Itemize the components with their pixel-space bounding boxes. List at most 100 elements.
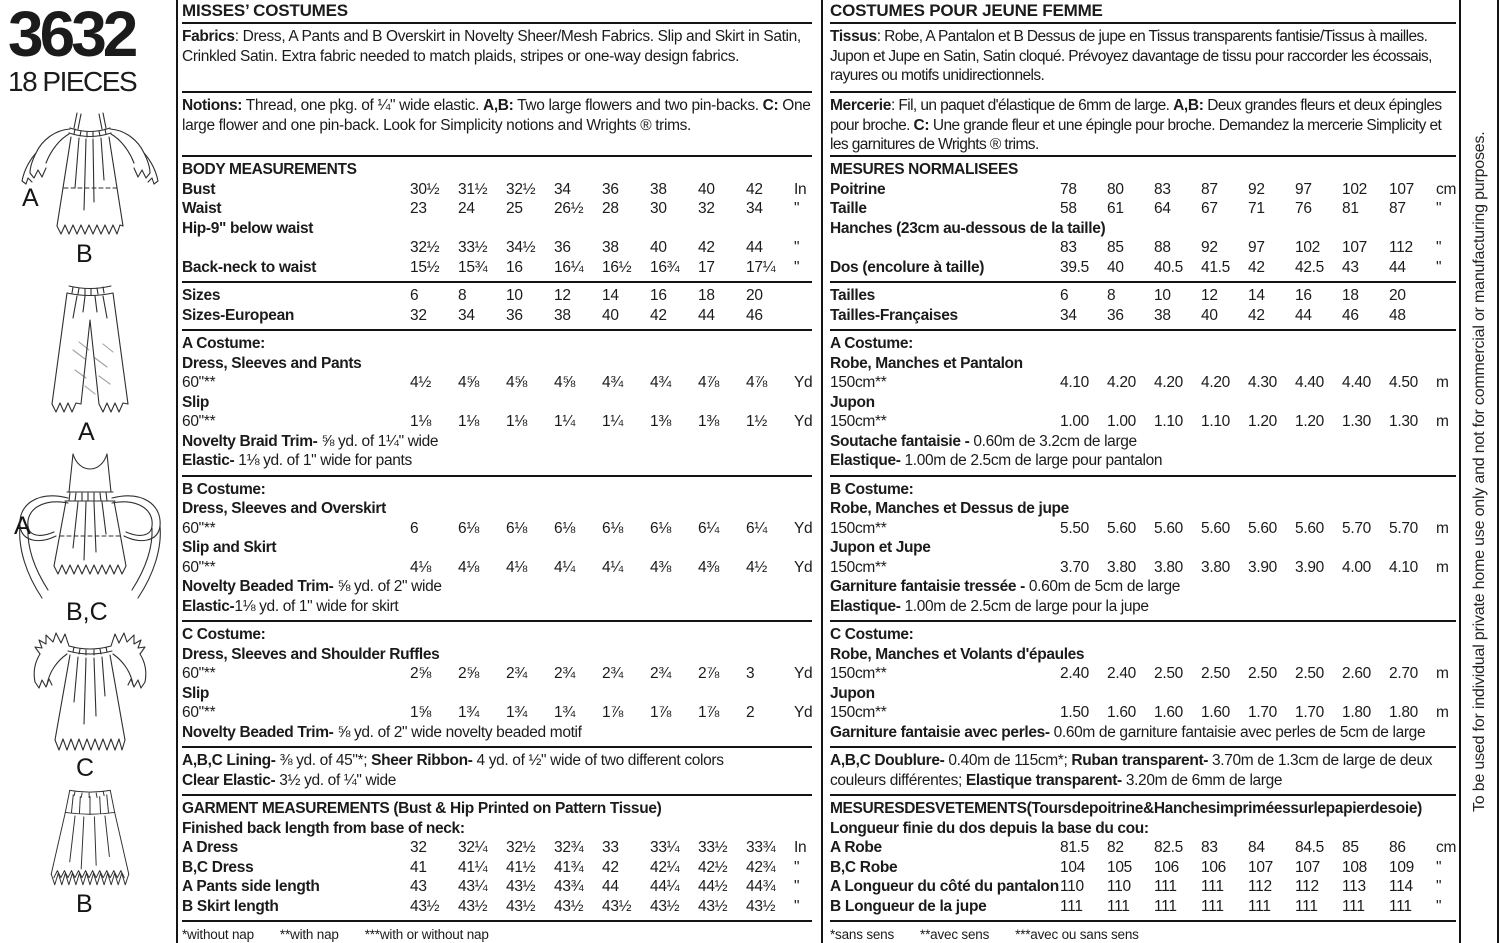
value-cell: 43½ <box>650 897 680 915</box>
value-cell: 40.5 <box>1154 258 1183 276</box>
value-cell: 3.80 <box>1201 558 1230 576</box>
text: 0.40m de 115cm*; <box>944 752 1072 769</box>
value-cell: 87 <box>1389 200 1406 217</box>
bold-text: Elastic- <box>182 597 235 615</box>
value-cell: 6 <box>410 287 419 304</box>
side-note-divider <box>1459 0 1461 943</box>
value-cell: 1⅞ <box>698 704 719 721</box>
table-row: B Skirt length 43½ 43½ 43½ 43½ 43½ 43½ 43½ 43½ " <box>182 897 812 917</box>
value-cell: 2.40 <box>1107 665 1136 682</box>
text: Jupon et Jupe en Satin, Satin cloqué. Pr… <box>830 47 1432 65</box>
bold-text: A Costume: <box>830 335 913 352</box>
text: couleurs différentes; <box>830 771 966 789</box>
unit-cell: cm <box>1436 839 1456 856</box>
bold-text: Elastique transparent- <box>965 771 1122 789</box>
value-cell: 30½ <box>410 180 440 198</box>
table-row: Dos (encolure à taille) 39.5 40 40.5 41.5 42 4… <box>830 258 1456 278</box>
sketch-label-b: B <box>76 239 93 268</box>
value-cell: 36 <box>602 180 619 198</box>
value-cell: 41½ <box>506 858 536 876</box>
footnote-item: *sans sens <box>830 927 895 942</box>
unit-cell: Yd <box>794 519 812 537</box>
value-cell: 42 <box>698 239 715 256</box>
unit-cell: Yd <box>794 704 812 721</box>
bold-text: Elastique- <box>830 452 901 469</box>
text-line: A Costume: <box>182 334 812 354</box>
value-cell: 4⅜ <box>650 558 671 576</box>
value-cell: 2⅞ <box>698 665 719 682</box>
unit-cell: " <box>794 858 800 876</box>
value-cell: 1.30 <box>1342 413 1371 430</box>
value-cell: 2⅝ <box>458 665 479 682</box>
value-cell: 14 <box>602 287 619 304</box>
value-cell: 67 <box>1201 200 1218 217</box>
value-cell: 102 <box>1295 239 1320 256</box>
text-line: Tissus: Robe, A Pantalon et B Dessus de … <box>830 27 1456 47</box>
value-cell: 16½ <box>602 258 632 276</box>
bold-text: MESURES NORMALISEES <box>830 161 1018 178</box>
text-line: Soutache fantaisie - 0.60m de 3.2cm de l… <box>830 432 1456 452</box>
bold-text: Novelty Braid Trim- <box>182 432 318 450</box>
value-cell: 28 <box>602 200 619 217</box>
c-costume-fr: C Costume: Robe, Manches et Volants d'épa… <box>830 620 1456 746</box>
bold-text: Novelty Beaded Trim- <box>182 578 334 595</box>
value-cell: 38 <box>1154 306 1171 324</box>
table-row: Sizes-European 32 34 36 38 40 42 44 46 <box>182 306 812 326</box>
value-cell: 1¾ <box>458 704 479 721</box>
row-label <box>830 238 1060 258</box>
value-cell: 6⅛ <box>650 519 671 537</box>
sketch-label-a: A <box>22 183 39 212</box>
value-cell: 3 <box>746 665 755 682</box>
text-line: rayures ou motifs unidirectionnels. <box>830 66 1456 86</box>
value-cell: 40 <box>602 306 619 324</box>
value-cell: 1.20 <box>1295 413 1324 430</box>
bold-text: Jupon <box>830 684 875 702</box>
unit-cell: m <box>1436 704 1449 721</box>
value-cell: 112 <box>1389 239 1413 256</box>
value-cell: 18 <box>1342 287 1359 304</box>
value-cell: 6¼ <box>746 519 767 537</box>
unit-cell: " <box>1436 200 1442 217</box>
bold-text: Longueur finie du dos depuis la base du … <box>830 819 1149 837</box>
value-cell: 110 <box>1107 878 1131 895</box>
unit-cell: Yd <box>794 374 812 391</box>
value-cell: 43½ <box>554 897 584 915</box>
dress-ab-drawing <box>21 112 159 235</box>
bold-text: Hip-9" below waist <box>182 219 314 237</box>
pieces-count: 18 PIECES <box>8 65 138 97</box>
value-cell: 2.60 <box>1342 665 1371 682</box>
footnote-item: *without nap <box>182 927 254 942</box>
value-cell: 36 <box>506 306 523 324</box>
value-cell: 4¼ <box>554 558 575 576</box>
value-cell: 71 <box>1248 200 1265 217</box>
value-cell: 85 <box>1342 839 1359 856</box>
value-cell: 42¾ <box>746 858 776 876</box>
text: ⅝ yd. of 2" wide novelty beaded motif <box>333 723 582 741</box>
unit-cell: m <box>1436 558 1449 576</box>
unit-cell: In <box>794 180 807 198</box>
table-row: 83 85 88 92 97 102 107 112 " <box>830 238 1456 258</box>
text-line: Jupon et Jupe en Satin, Satin cloqué. Pr… <box>830 47 1456 67</box>
value-cell: 6⅛ <box>554 519 575 537</box>
bold-text: Dress, Sleeves and Overskirt <box>182 500 386 517</box>
row-label: 150cm** <box>830 519 887 537</box>
value-cell: 107 <box>1248 858 1273 876</box>
value-cell: 82 <box>1107 839 1124 856</box>
bold-text: A,B,C Lining- <box>182 752 276 769</box>
value-cell: 1¼ <box>602 413 623 430</box>
bold-text: Soutache fantaisie - <box>830 432 970 450</box>
table-row: 60"** 2⅝ 2⅝ 2¾ 2¾ 2¾ 2¾ 2⅞ 3 Yd <box>182 664 812 684</box>
row-label: 60"** <box>182 665 216 682</box>
table-row: B Longueur de la jupe 111 111 111 111 111 111 1… <box>830 897 1456 917</box>
value-cell: 6⅛ <box>506 519 527 537</box>
text-line: Dress, Sleeves and Overskirt <box>182 499 812 519</box>
value-cell: 4½ <box>410 374 431 391</box>
text-line: A Costume: <box>830 334 1456 354</box>
value-cell: 2.40 <box>1060 665 1089 682</box>
unit-cell: " <box>1436 239 1442 256</box>
value-cell: 86 <box>1389 839 1406 856</box>
bold-text: Mercerie <box>830 97 891 114</box>
value-cell: 5.50 <box>1060 519 1089 537</box>
bold-text: Jupon <box>830 393 875 411</box>
